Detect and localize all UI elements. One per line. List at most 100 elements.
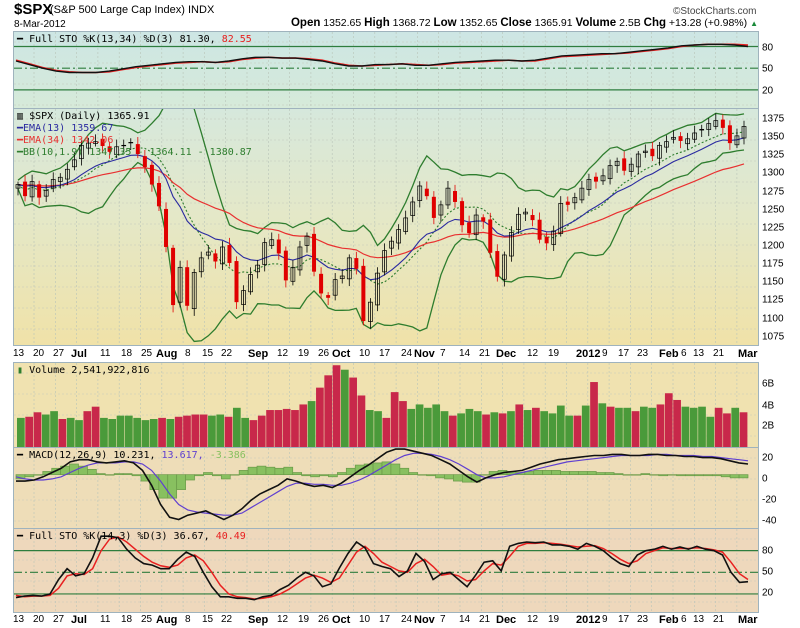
low-value: 1352.65 xyxy=(459,17,498,29)
volume-legend: ▮ Volume 2,541,922,816 xyxy=(17,365,150,376)
date-tick: 19 xyxy=(548,614,560,625)
date-tick: 21 xyxy=(713,614,725,625)
price-ytick: 1325 xyxy=(762,149,785,161)
date-tick: 18 xyxy=(121,614,133,625)
sto-short-legend: ━ Full STO %K(14,3) %D(3) 36.67, 40.49 xyxy=(17,531,246,542)
date-tick: 27 xyxy=(53,614,65,625)
plot-area xyxy=(14,363,758,447)
date-tick: Mar xyxy=(738,614,758,626)
price-yaxis: 1375 1350 1325 1300 1275 1250 1225 1200 1175 1150… xyxy=(762,108,800,346)
date-tick: 25 xyxy=(141,614,153,625)
volume-value: 2.5B xyxy=(619,17,641,29)
chg-value: +13.28 (+0.98%) xyxy=(668,17,748,29)
date-tick: 2012 xyxy=(576,614,601,626)
price-panel: ▥ $SPX (Daily) 1365.91 ━EMA(13) 1359.67 … xyxy=(13,108,759,346)
date-tick: 23 xyxy=(637,348,649,359)
date-tick: 19 xyxy=(298,348,310,359)
date-tick: 9 xyxy=(602,614,608,625)
ohlc-summary: Open 1352.65 High 1368.72 Low 1352.65 Cl… xyxy=(291,17,758,29)
macd-panel: ━ MACD(12,26,9) 10.231, 13.617, -3.386 xyxy=(13,447,759,529)
date-tick: Aug xyxy=(156,614,178,626)
date-tick: 21 xyxy=(713,348,725,359)
date-tick: 8 xyxy=(185,614,191,625)
date-tick: Nov xyxy=(414,614,435,626)
date-tick: 17 xyxy=(379,614,391,625)
sto-short-yaxis: 80 50 20 xyxy=(762,545,774,599)
date-tick: 24 xyxy=(401,614,413,625)
date-tick: Sep xyxy=(248,614,269,626)
date-tick: Dec xyxy=(496,614,517,626)
price-ytick: 1300 xyxy=(762,167,785,179)
date-tick: 17 xyxy=(618,348,630,359)
price-ytick: 1275 xyxy=(762,186,785,197)
date-tick: Jul xyxy=(71,348,87,360)
chart-date: 8-Mar-2012 xyxy=(14,19,66,30)
symbol-description: (S&P 500 Large Cap Index) INDX xyxy=(50,4,215,16)
date-tick: 11 xyxy=(100,348,111,359)
date-tick: Sep xyxy=(248,348,269,360)
date-tick: 21 xyxy=(479,614,491,625)
date-tick: 23 xyxy=(637,614,649,625)
volume-label: Volume xyxy=(575,17,617,29)
date-tick: Feb xyxy=(659,614,679,626)
sto-short-panel: ━ Full STO %K(14,3) %D(3) 36.67, 40.49 xyxy=(13,528,759,613)
date-tick: 19 xyxy=(298,614,310,625)
open-value: 1352.65 xyxy=(323,17,362,29)
open-label: Open xyxy=(290,17,321,29)
date-axis-top: 13 20 27 Jul 11 18 25 Aug 8 15 22 Sep 12 19 26 Oct 10 17 2… xyxy=(13,348,759,362)
date-tick: 2012 xyxy=(576,348,601,360)
date-axis-bottom: 13 20 27 Jul 11 18 25 Aug 8 15 22 Sep 12 19 26 Oct 10 17 2… xyxy=(13,614,759,628)
date-tick: 22 xyxy=(221,614,233,625)
date-tick: 21 xyxy=(479,348,491,359)
date-tick: Oct xyxy=(332,614,351,626)
date-tick: 14 xyxy=(459,614,471,625)
date-tick: 13 xyxy=(13,348,25,359)
price-ytick: 1225 xyxy=(762,222,785,234)
plot-area xyxy=(14,109,758,345)
plot-area xyxy=(14,448,758,528)
plot-area xyxy=(14,32,758,108)
date-tick: 15 xyxy=(202,614,214,625)
price-ytick: 1150 xyxy=(762,276,784,288)
legend-line-icon: ━ xyxy=(17,34,24,45)
date-tick: Oct xyxy=(332,348,351,360)
close-value: 1365.91 xyxy=(534,17,573,29)
date-tick: 7 xyxy=(440,348,446,359)
date-tick: 6 xyxy=(681,614,687,625)
up-triangle-icon: ▲ xyxy=(750,19,758,28)
volume-panel: ▮ Volume 2,541,922,816 xyxy=(13,362,759,448)
brand-logo: ©StockCharts.com xyxy=(673,6,757,17)
price-ytick: 1075 xyxy=(762,331,785,343)
price-ytick: 1200 xyxy=(762,240,785,252)
price-ytick: 1250 xyxy=(762,204,785,216)
date-tick: 27 xyxy=(53,348,65,359)
date-tick: Jul xyxy=(71,614,87,626)
price-ytick: 1125 xyxy=(762,294,784,306)
date-tick: 13 xyxy=(13,614,25,625)
sto-long-yaxis: 80 50 20 xyxy=(762,42,774,97)
date-tick: 13 xyxy=(693,614,705,625)
date-tick: 14 xyxy=(459,348,471,359)
date-tick: 7 xyxy=(440,614,446,625)
price-ytick: 1175 xyxy=(762,258,784,270)
low-label: Low xyxy=(433,17,457,29)
date-tick: 24 xyxy=(401,348,413,359)
date-tick: 11 xyxy=(100,614,111,625)
sto-long-panel: ━ Full STO %K(13,34) %D(3) 81.30, 82.55 xyxy=(13,31,759,109)
date-tick: 20 xyxy=(33,348,45,359)
date-tick: 12 xyxy=(527,348,539,359)
date-tick: 10 xyxy=(359,348,371,359)
macd-yaxis: 20 0 -20 -40 xyxy=(762,452,777,527)
date-tick: 22 xyxy=(221,348,233,359)
chart-header: $SPX (S&P 500 Large Cap Index) INDX 8-Ma… xyxy=(0,0,800,31)
date-tick: 25 xyxy=(141,348,153,359)
date-tick: Nov xyxy=(414,348,435,360)
date-tick: 15 xyxy=(202,348,214,359)
date-tick: 10 xyxy=(359,614,371,625)
date-tick: 12 xyxy=(277,614,289,625)
symbol: $SPX xyxy=(14,1,53,18)
date-tick: 18 xyxy=(121,348,133,359)
date-tick: 17 xyxy=(379,348,391,359)
price-ytick: 1100 xyxy=(762,313,784,325)
date-tick: 12 xyxy=(277,348,289,359)
